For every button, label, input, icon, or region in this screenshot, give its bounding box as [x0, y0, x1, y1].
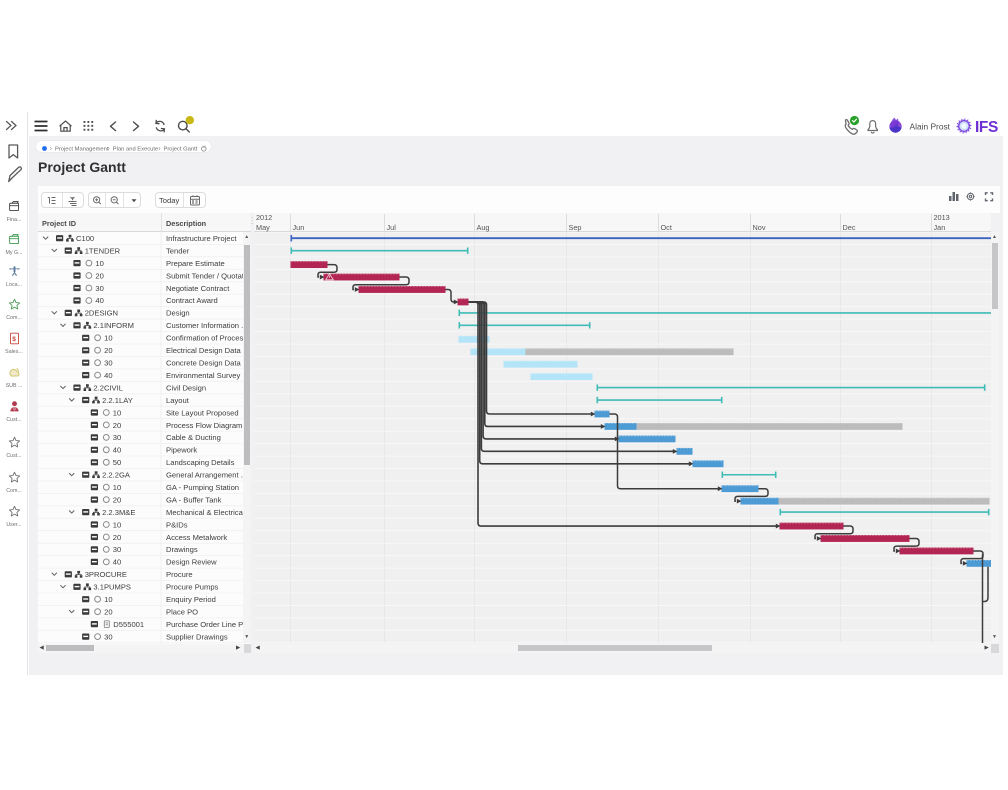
svg-text:10: 10: [113, 408, 121, 417]
svg-text:30: 30: [95, 284, 103, 293]
svg-text:Confirmation of Proces...: Confirmation of Proces...: [166, 334, 243, 343]
svg-text:10: 10: [104, 334, 112, 343]
svg-text:›: ›: [50, 146, 53, 153]
svg-text:10: 10: [113, 483, 121, 492]
svg-text:40: 40: [113, 446, 121, 455]
svg-text:Procure: Procure: [166, 570, 193, 579]
svg-text:GA - Buffer Tank: GA - Buffer Tank: [166, 495, 222, 504]
svg-text:1TENDER: 1TENDER: [85, 246, 121, 255]
svg-text:40: 40: [104, 371, 112, 380]
svg-text:Submit Tender / Quotat...: Submit Tender / Quotat...: [166, 271, 243, 280]
svg-text:30: 30: [113, 433, 121, 442]
svg-text:Environmental Survey ...: Environmental Survey ...: [166, 371, 243, 380]
svg-text:30: 30: [104, 359, 112, 368]
svg-text:Design Review: Design Review: [166, 558, 217, 567]
svg-text:Customer Information ...: Customer Information ...: [166, 321, 243, 330]
svg-text:Place PO: Place PO: [166, 608, 198, 617]
svg-text:Landscaping Details: Landscaping Details: [166, 458, 235, 467]
svg-text:Prepare Estimate: Prepare Estimate: [166, 259, 225, 268]
svg-text:3PROCURE: 3PROCURE: [85, 570, 127, 579]
svg-text:20: 20: [113, 533, 121, 542]
svg-text:D555001: D555001: [113, 620, 144, 629]
svg-text:Design: Design: [166, 309, 190, 318]
svg-text:›: ›: [108, 146, 111, 153]
svg-text:Supplier Drawings: Supplier Drawings: [166, 632, 228, 641]
svg-text:2.2.2GA: 2.2.2GA: [102, 471, 131, 480]
svg-text:Civil Design: Civil Design: [166, 383, 206, 392]
svg-text:General Arrangement ...: General Arrangement ...: [166, 471, 243, 480]
svg-text:Contract Award: Contract Award: [166, 296, 218, 305]
svg-text:Layout: Layout: [166, 396, 190, 405]
svg-text:20: 20: [113, 421, 121, 430]
svg-text:30: 30: [113, 545, 121, 554]
svg-text:50: 50: [113, 458, 121, 467]
svg-text:2.1INFORM: 2.1INFORM: [93, 321, 134, 330]
svg-text:30: 30: [104, 632, 112, 641]
svg-text:10: 10: [95, 259, 103, 268]
svg-text:Project Management: Project Management: [55, 147, 109, 153]
svg-text:Cable & Ducting: Cable & Ducting: [166, 433, 221, 442]
svg-text:Project Gantt: Project Gantt: [164, 147, 198, 153]
svg-text:Procure Pumps: Procure Pumps: [166, 583, 219, 592]
svg-text:P&IDs: P&IDs: [166, 520, 188, 529]
svg-text:Electrical Design Data: Electrical Design Data: [166, 346, 241, 355]
svg-text:C100: C100: [76, 234, 94, 243]
svg-text:Infrastructure Project: Infrastructure Project: [166, 234, 237, 243]
svg-text:40: 40: [113, 558, 121, 567]
svg-text:2.2CIVIL: 2.2CIVIL: [93, 383, 123, 392]
svg-text:Access Metalwork: Access Metalwork: [166, 533, 227, 542]
svg-text:Drawings: Drawings: [166, 545, 198, 554]
svg-text:20: 20: [113, 495, 121, 504]
svg-text:20: 20: [104, 346, 112, 355]
svg-text:20: 20: [104, 608, 112, 617]
svg-text:Negotiate Contract: Negotiate Contract: [166, 284, 230, 293]
svg-text:Pipework: Pipework: [166, 446, 197, 455]
svg-text:›: ›: [158, 146, 161, 153]
svg-text:Mechanical & Electrical: Mechanical & Electrical: [166, 508, 243, 517]
svg-text:Enquiry Period: Enquiry Period: [166, 595, 216, 604]
svg-text:Alain Prost: Alain Prost: [910, 121, 951, 131]
svg-text:Site Layout Proposed: Site Layout Proposed: [166, 408, 239, 417]
svg-text:IFS: IFS: [975, 119, 998, 136]
svg-text:2.2.1LAY: 2.2.1LAY: [102, 396, 133, 405]
svg-text:3.1PUMPS: 3.1PUMPS: [93, 583, 131, 592]
svg-text:2.2.3M&E: 2.2.3M&E: [102, 508, 135, 517]
svg-text:Tender: Tender: [166, 246, 190, 255]
svg-text:Concrete Design Data: Concrete Design Data: [166, 359, 241, 368]
svg-text:GA - Pumping Station: GA - Pumping Station: [166, 483, 239, 492]
svg-text:20: 20: [95, 271, 103, 280]
svg-text:Purchase Order Line Pa...: Purchase Order Line Pa...: [166, 620, 243, 629]
svg-text:10: 10: [113, 520, 121, 529]
svg-text:$: $: [12, 336, 16, 343]
svg-text:Process Flow Diagram: Process Flow Diagram: [166, 421, 242, 430]
svg-text:40: 40: [95, 296, 103, 305]
svg-text:2DESIGN: 2DESIGN: [85, 309, 118, 318]
svg-text:10: 10: [104, 595, 112, 604]
svg-text:Plan and Execute: Plan and Execute: [113, 147, 158, 153]
